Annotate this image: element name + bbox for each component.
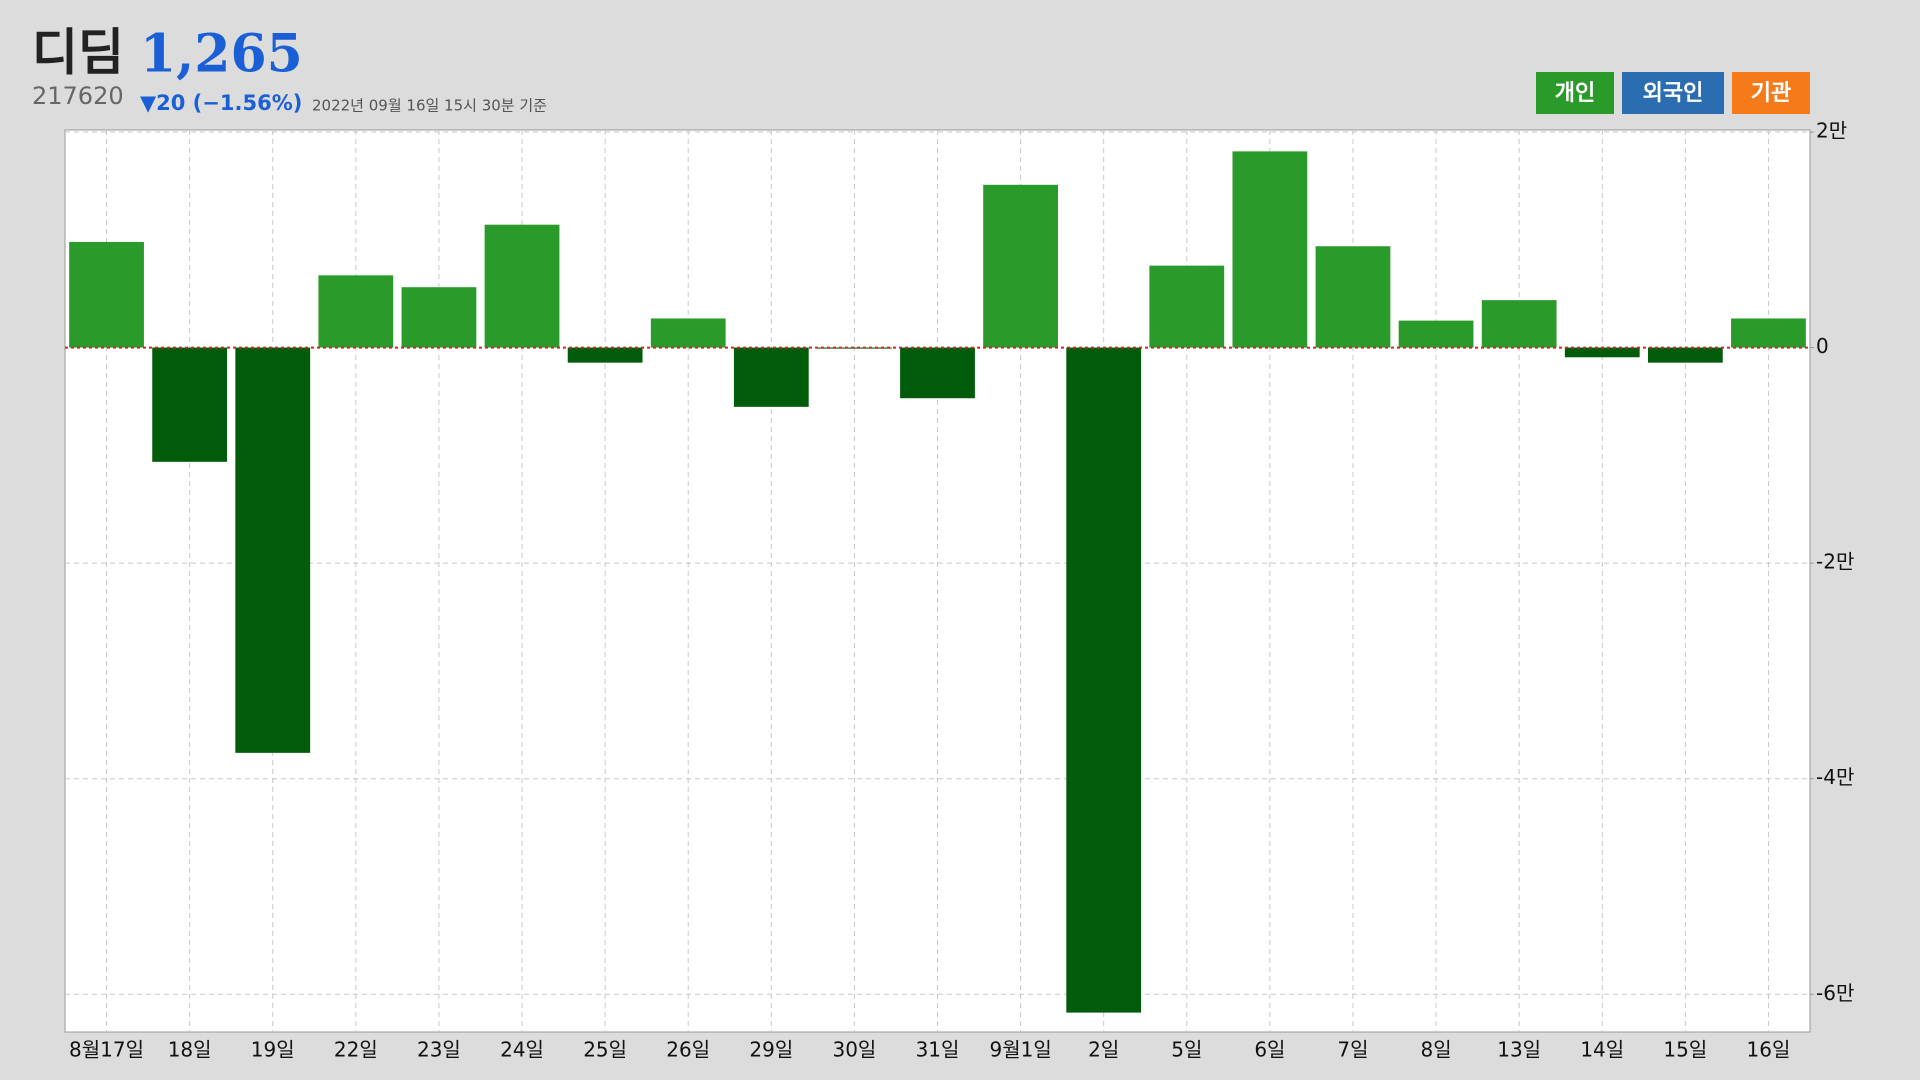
x-tick-label: 7일 [1337,1038,1368,1062]
bar [817,347,892,349]
legend-button[interactable] [1732,72,1810,114]
bar [983,184,1058,348]
bar [1232,151,1308,348]
y-tick-label: -4만 [1816,765,1854,789]
y-tick-label: 2만 [1816,119,1847,143]
bar [1647,347,1723,363]
y-tick-label: -6만 [1816,981,1854,1005]
y-tick-label: 0 [1816,334,1829,358]
bar [484,224,560,348]
bar [235,347,311,753]
stock-name: 디딤 [32,24,124,82]
x-tick-label: 26일 [666,1038,710,1062]
x-tick-label: 23일 [417,1038,461,1062]
bar [1731,318,1806,348]
bar [1481,300,1557,348]
y-tick-label: -2만 [1816,550,1854,574]
x-tick-label: 5일 [1171,1038,1202,1062]
bar [1564,347,1640,358]
bar [1398,320,1474,348]
x-tick-label: 6일 [1254,1038,1285,1062]
bar [1149,265,1225,348]
legend-label[interactable]: 기관 [1751,81,1791,106]
stock-code: 217620 [32,82,124,110]
bar [567,347,643,363]
legend-button[interactable] [1622,72,1724,114]
bar [1066,347,1142,1013]
x-tick-label: 22일 [334,1038,378,1062]
price-change: ▼20 (−1.56%) [140,91,302,115]
bar [69,241,144,348]
x-tick-label: 29일 [749,1038,793,1062]
x-tick-label: 15일 [1663,1038,1707,1062]
legend-label[interactable]: 외국인 [1643,81,1704,106]
x-tick-label: 31일 [916,1038,960,1062]
x-tick-label: 8일 [1421,1038,1452,1062]
bar [900,347,975,399]
bar [650,318,726,348]
x-tick-label: 18일 [168,1038,212,1062]
bar [401,287,477,348]
legend-button[interactable] [1536,72,1614,114]
x-tick-label: 16일 [1747,1038,1791,1062]
bar [318,275,394,348]
x-tick-label: 25일 [583,1038,627,1062]
x-tick-label: 19일 [251,1038,295,1062]
x-tick-label: 2일 [1088,1038,1119,1062]
bar [1315,246,1391,348]
timestamp: 2022년 09월 16일 15시 30분 기준 [312,97,547,115]
x-tick-label: 24일 [500,1038,544,1062]
x-tick-label: 8월17일 [69,1038,144,1062]
price: 1,265 [140,24,303,85]
x-tick-label: 13일 [1497,1038,1541,1062]
legend-label[interactable]: 개인 [1555,81,1595,106]
bar [152,347,228,462]
x-tick-label: 30일 [832,1038,876,1062]
x-tick-label: 9월1일 [989,1038,1051,1062]
bar [733,347,809,407]
x-tick-label: 14일 [1580,1038,1624,1062]
